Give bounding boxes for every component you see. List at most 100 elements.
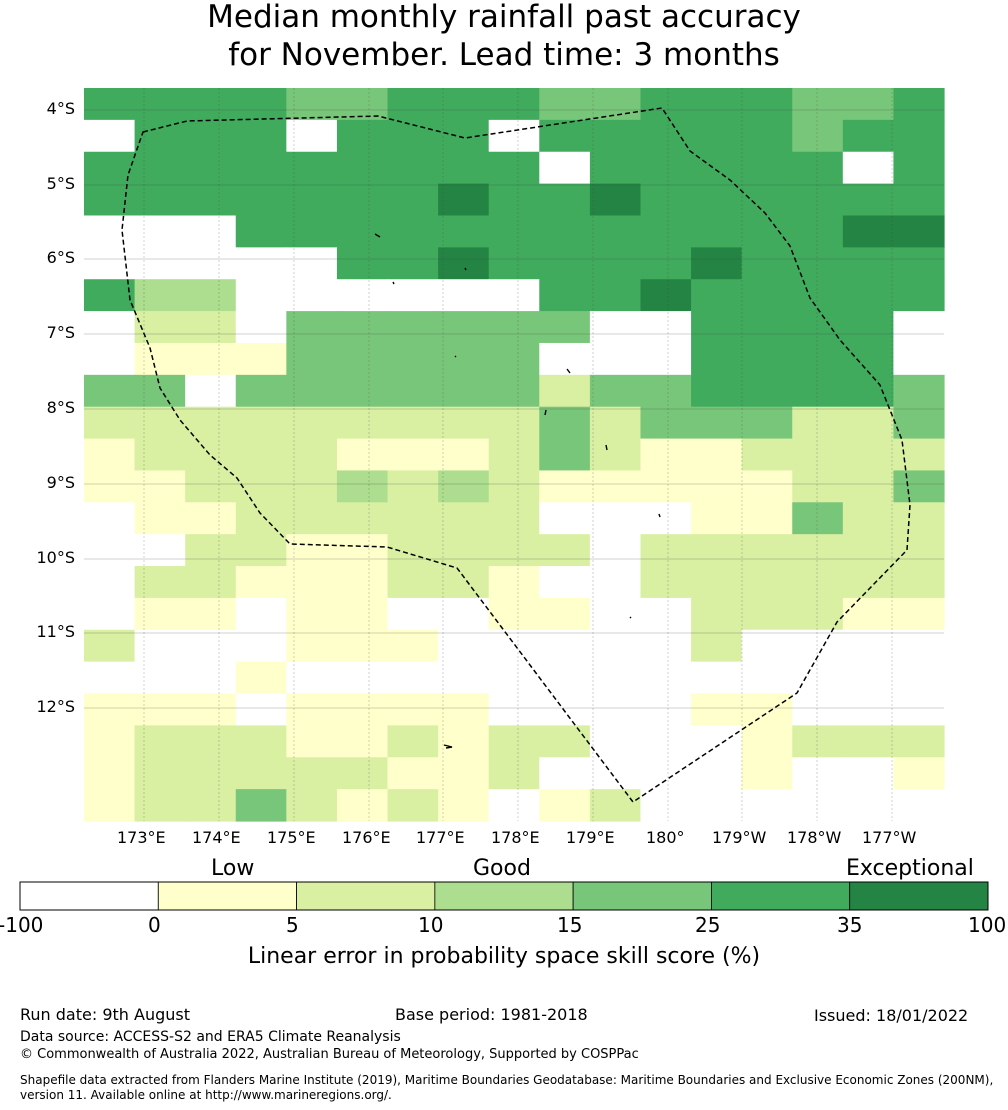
grid-cell [792, 406, 844, 440]
grid-cell [387, 88, 439, 121]
grid-cell [235, 119, 287, 153]
grid-cell [488, 406, 540, 440]
grid-cell [387, 661, 439, 695]
lon-label-179e: 179°E [566, 828, 615, 847]
colorbar-swatch [572, 881, 712, 911]
grid-cell [539, 342, 591, 376]
grid-cell [893, 247, 945, 280]
grid-cell [134, 88, 186, 121]
grid-cell [792, 534, 844, 567]
grid-cell [438, 342, 490, 376]
grid-cell [488, 789, 540, 822]
grid-cell [842, 279, 895, 312]
grid-cell [286, 757, 338, 790]
grid-cell [792, 597, 844, 631]
grid-cell [235, 438, 287, 472]
grid-cell [235, 470, 287, 503]
grid-cell [691, 566, 743, 599]
grid-cell [792, 661, 844, 695]
copyright: © Commonwealth of Australia 2022, Austra… [20, 1047, 639, 1062]
grid-cell [286, 342, 338, 376]
grid-cell [84, 311, 136, 344]
grid-cell [185, 502, 237, 535]
grid-cell [640, 566, 692, 599]
grid-cell [84, 438, 136, 472]
grid-cell [488, 247, 540, 280]
grid-cell [640, 629, 692, 663]
grid-cell [893, 151, 945, 185]
grid-cell [387, 566, 439, 599]
grid-cell [336, 534, 389, 567]
grid-cell [286, 183, 338, 217]
grid-cell [539, 279, 591, 312]
grid-cell [640, 119, 692, 153]
grid-cell [539, 502, 591, 535]
grid-cell [286, 470, 338, 503]
grid-cell [336, 406, 389, 440]
grid-cell [741, 183, 793, 217]
lat-label-10s: 10°S [36, 548, 75, 567]
grid-cell [741, 629, 793, 663]
grid-cell [387, 247, 439, 280]
grid-cell [185, 342, 237, 376]
grid-cell [539, 406, 591, 440]
colorbar-tick-label: 25 [695, 913, 721, 937]
grid-cell [488, 215, 540, 248]
grid-cell [691, 502, 743, 535]
skill-score-grid [84, 88, 945, 822]
grid-cell [185, 374, 237, 408]
base-period: Base period: 1981-2018 [395, 1005, 588, 1024]
grid-cell [741, 247, 793, 280]
island [443, 744, 453, 749]
island [658, 513, 661, 518]
grid-cell [336, 183, 389, 217]
grid-cell [336, 247, 389, 280]
grid-cell [336, 119, 389, 153]
grid-cell [488, 438, 540, 472]
grid-cell [589, 279, 642, 312]
grid-cell [488, 342, 540, 376]
grid-cell [235, 406, 287, 440]
grid-cell [84, 406, 136, 440]
grid-cell [235, 693, 287, 726]
island [392, 281, 395, 285]
grid-cell [539, 88, 591, 121]
grid-cell [539, 789, 591, 822]
grid-cell [893, 693, 945, 726]
grid-cell [893, 757, 945, 790]
grid-cell [235, 183, 287, 217]
grid-cell [842, 757, 895, 790]
grid-cell [488, 311, 540, 344]
colorbar-swatch [296, 881, 436, 911]
grid-cell [84, 502, 136, 535]
map-title-line-2: for November. Lead time: 3 months [228, 37, 780, 73]
grid-cell [893, 279, 945, 312]
lat-label-12s: 12°S [36, 697, 75, 716]
grid-cell [792, 88, 844, 121]
grid-cell [842, 119, 895, 153]
graticule [84, 88, 944, 821]
grid-cell [589, 725, 642, 758]
grid-cell [842, 406, 895, 440]
grid-cell [488, 279, 540, 312]
lat-label-7s: 7°S [46, 323, 75, 342]
grid-cell [893, 88, 945, 121]
grid-cell [185, 183, 237, 217]
island [374, 233, 381, 238]
lon-label-180: 180° [646, 828, 685, 847]
island [464, 267, 467, 271]
grid-cell [842, 342, 895, 376]
grid-cell [691, 183, 743, 217]
grid-cell [134, 374, 186, 408]
grid-cell [792, 151, 844, 185]
grid-cell [185, 119, 237, 153]
grid-cell [640, 693, 692, 726]
issued-date: Issued: 18/01/2022 [814, 1006, 969, 1025]
grid-cell [842, 693, 895, 726]
grid-cell [741, 502, 793, 535]
grid-cell [893, 566, 945, 599]
grid-cell [387, 757, 439, 790]
grid-cell [84, 215, 136, 248]
colorbar-tick-label: 15 [557, 913, 583, 937]
